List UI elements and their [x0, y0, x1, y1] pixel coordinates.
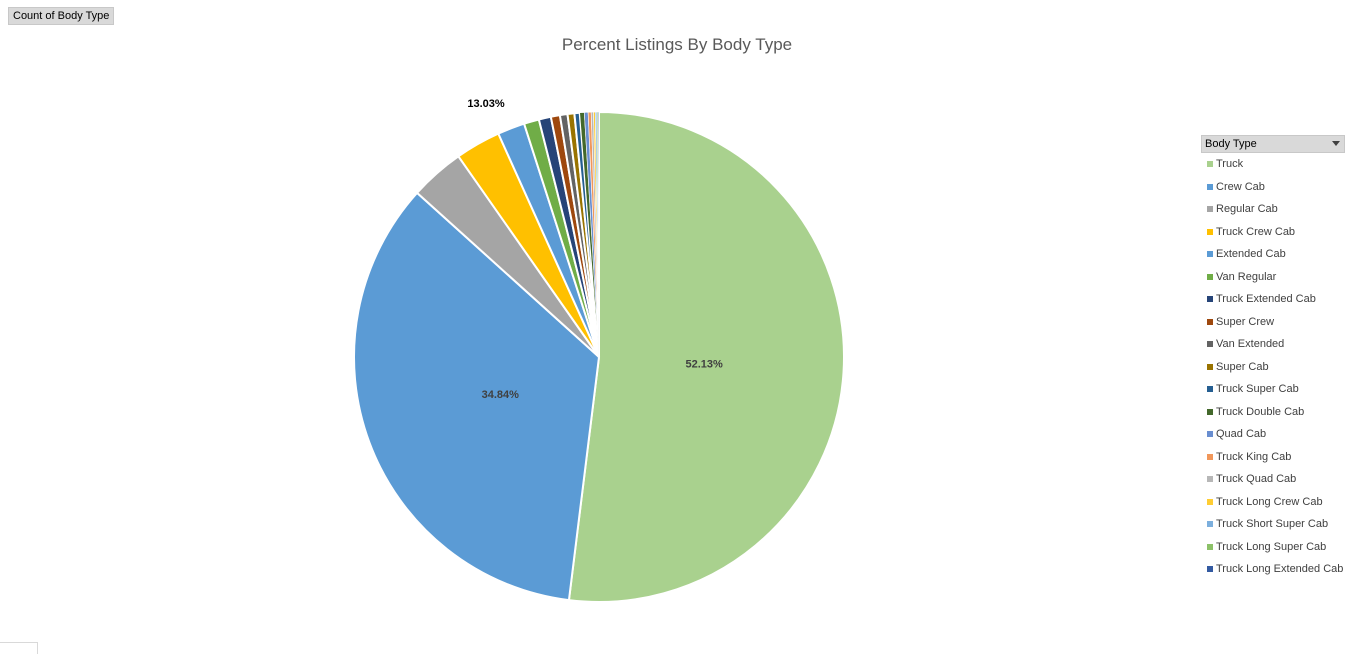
legend-item-regular-cab[interactable]: Regular Cab	[1201, 198, 1345, 221]
legend-label: Truck Quad Cab	[1216, 473, 1297, 485]
legend-label: Van Extended	[1216, 338, 1285, 350]
legend-swatch	[1207, 408, 1213, 415]
legend-swatch	[1207, 431, 1213, 437]
legend-item-truck-long-crew-cab[interactable]: Truck Long Crew Cab	[1201, 491, 1345, 514]
legend-swatch	[1207, 453, 1213, 460]
legend-label: Truck Double Cab	[1216, 405, 1305, 418]
legend-item-truck-super-cab[interactable]: Truck Super Cab	[1201, 378, 1345, 401]
legend-swatch	[1207, 228, 1213, 235]
legend-swatch	[1207, 251, 1213, 257]
legend-title: Body Type	[1205, 138, 1257, 150]
legend-swatch	[1207, 476, 1213, 482]
legend-item-extended-cab[interactable]: Extended Cab	[1201, 243, 1345, 266]
legend-label: Van Regular	[1216, 270, 1277, 283]
legend-item-van-extended[interactable]: Van Extended	[1201, 333, 1345, 356]
legend-swatch	[1207, 183, 1213, 190]
legend-item-super-crew[interactable]: Super Crew	[1201, 311, 1345, 334]
legend-label: Regular Cab	[1216, 203, 1278, 215]
legend-label: Super Cab	[1216, 360, 1269, 373]
legend-swatch	[1207, 521, 1213, 527]
legend-label: Truck King Cab	[1216, 450, 1292, 463]
legend-item-crew-cab[interactable]: Crew Cab	[1201, 176, 1345, 199]
legend-swatch	[1207, 386, 1213, 392]
legend-items: Truck Crew Cab Regular Cab Truck Crew Cab Ex…	[1201, 153, 1345, 581]
dropdown-arrow-icon[interactable]	[1332, 141, 1340, 146]
legend-label: Extended Cab	[1216, 248, 1286, 260]
legend-item-truck-extended-cab[interactable]: Truck Extended Cab	[1201, 288, 1345, 311]
legend-swatch	[1207, 543, 1213, 550]
data-label-small-slices: 13.03%	[467, 98, 505, 110]
legend-item-quad-cab[interactable]: Quad Cab	[1201, 423, 1345, 446]
legend-swatch	[1207, 161, 1213, 167]
legend-item-truck-double-cab[interactable]: Truck Double Cab	[1201, 401, 1345, 424]
legend-label: Truck Short Super Cab	[1216, 518, 1329, 530]
legend-label: Truck Long Crew Cab	[1216, 495, 1323, 508]
pie-slice-crew-cab[interactable]	[353, 191, 601, 602]
legend-item-super-cab[interactable]: Super Cab	[1201, 356, 1345, 379]
legend-item-truck-short-super-cab[interactable]: Truck Short Super Cab	[1201, 513, 1345, 536]
legend-filter-button[interactable]: Body Type	[1201, 135, 1345, 153]
legend-label: Super Crew	[1216, 315, 1275, 328]
pie-slice-truck[interactable]	[567, 110, 845, 603]
legend-swatch	[1207, 341, 1213, 347]
legend-item-truck-crew-cab[interactable]: Truck Crew Cab	[1201, 221, 1345, 244]
legend: Body Type Truck Crew Cab Regular Cab Truck …	[1201, 135, 1345, 581]
legend-item-truck[interactable]: Truck	[1201, 153, 1345, 176]
legend-swatch	[1207, 363, 1213, 370]
legend-label: Quad Cab	[1216, 428, 1267, 440]
legend-item-truck-long-extended-cab[interactable]: Truck Long Extended Cab	[1201, 558, 1345, 581]
legend-item-van-regular[interactable]: Van Regular	[1201, 266, 1345, 289]
chart-title: Percent Listings By Body Type	[561, 35, 793, 54]
legend-swatch	[1207, 273, 1213, 280]
pie-slice-truck-long-extended-cab[interactable]	[597, 111, 600, 358]
field-button-count-of-body-type[interactable]: Count of Body Type	[8, 7, 115, 25]
data-label-crew-cab: 34.84%	[482, 389, 520, 401]
legend-swatch	[1207, 318, 1213, 325]
legend-label: Crew Cab	[1216, 180, 1265, 193]
legend-swatch	[1207, 498, 1213, 505]
legend-item-truck-king-cab[interactable]: Truck King Cab	[1201, 446, 1345, 469]
sheet-corner	[0, 642, 38, 654]
legend-swatch	[1207, 566, 1213, 572]
legend-label: Truck	[1216, 158, 1244, 170]
legend-label: Truck Long Super Cab	[1216, 540, 1327, 553]
legend-label: Truck Long Extended Cab	[1216, 563, 1344, 575]
legend-item-truck-quad-cab[interactable]: Truck Quad Cab	[1201, 468, 1345, 491]
legend-label: Truck Crew Cab	[1216, 225, 1296, 238]
data-label-truck: 52.13%	[685, 358, 723, 370]
legend-swatch	[1207, 206, 1213, 212]
legend-label: Truck Extended Cab	[1216, 293, 1316, 305]
legend-item-truck-long-super-cab[interactable]: Truck Long Super Cab	[1201, 536, 1345, 559]
legend-swatch	[1207, 296, 1213, 302]
legend-label: Truck Super Cab	[1216, 383, 1299, 395]
